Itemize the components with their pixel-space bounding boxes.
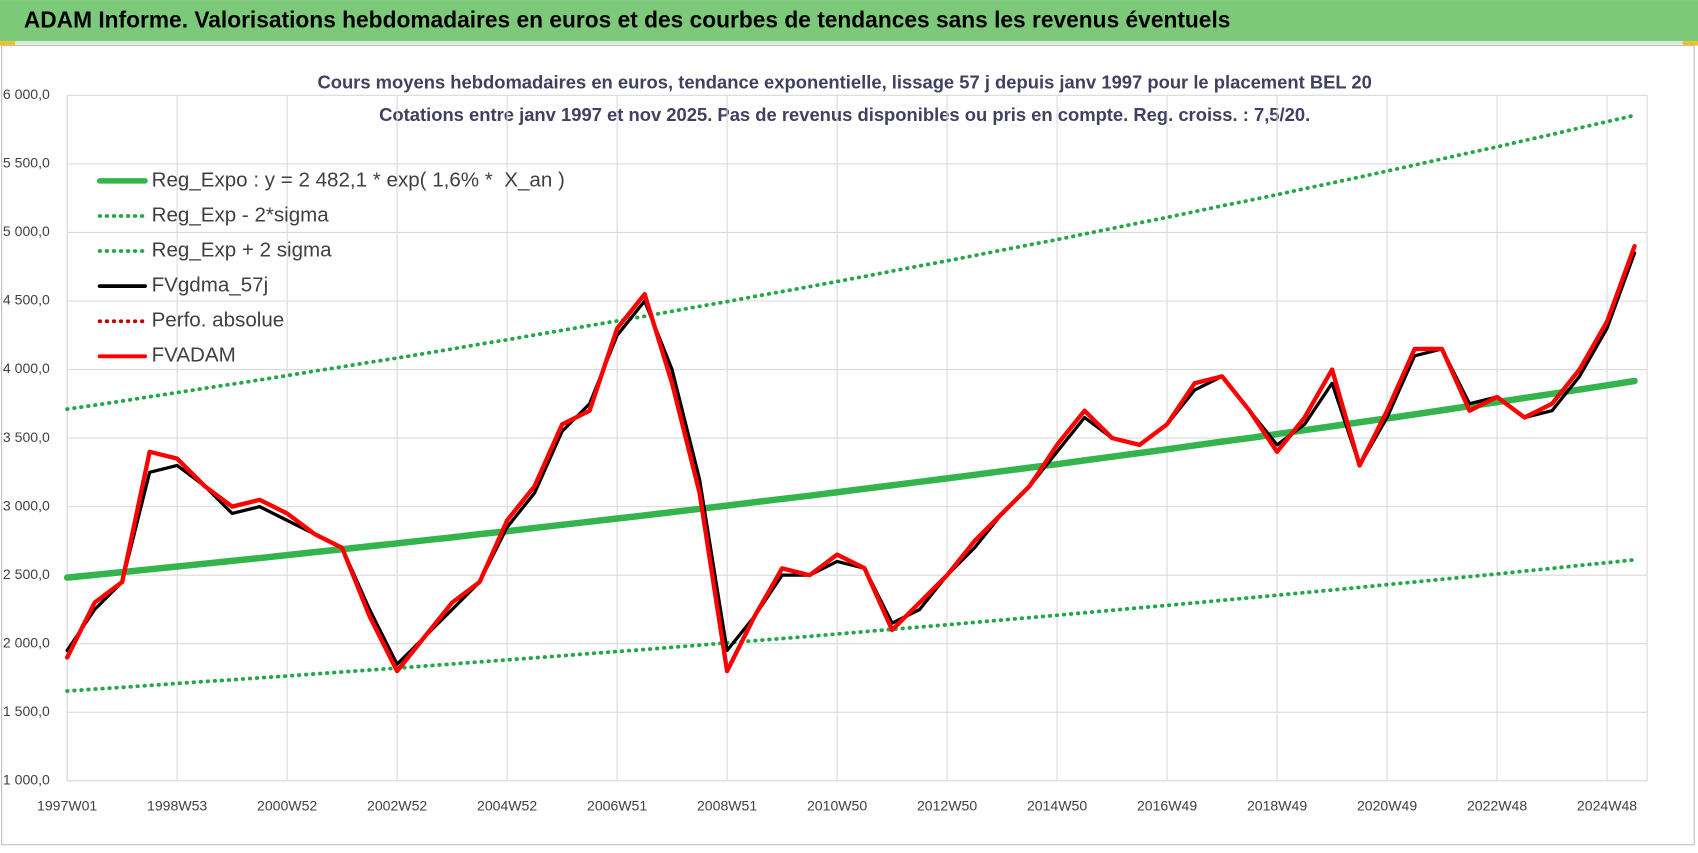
x-tick-label: 2012W50 [917, 798, 977, 814]
y-tick-label: 2 000,0 [3, 634, 50, 650]
x-tick-label: 1998W53 [147, 798, 207, 814]
x-tick-label: 2000W52 [257, 798, 317, 814]
corner-mark [0, 41, 16, 46]
y-tick-label: 5 000,0 [3, 223, 50, 239]
x-tick-label: 2022W48 [1467, 798, 1527, 814]
legend-label: Reg_Exp - 2*sigma [152, 203, 330, 226]
x-tick-label: 2004W52 [477, 798, 537, 814]
header-title: ADAM Informe. Valorisations hebdomadaire… [24, 7, 1231, 33]
series-line [65, 251, 1637, 666]
chart-title: Cours moyens hebdomadaires en euros, ten… [317, 71, 1371, 92]
y-tick-label: 1 000,0 [3, 772, 50, 788]
x-tick-label: 2024W48 [1577, 798, 1637, 814]
chart-frame [1, 44, 1695, 846]
y-tick-label: 4 500,0 [3, 292, 50, 308]
series-line [64, 244, 1637, 674]
y-tick-label: 1 500,0 [3, 703, 50, 719]
y-tick-label: 6 000,0 [3, 86, 50, 102]
x-tick-label: 2016W49 [1137, 798, 1197, 814]
legend-label: Perfo. absolue [152, 309, 285, 332]
y-tick-label: 3 000,0 [3, 497, 50, 513]
y-tick-label: 5 500,0 [3, 155, 50, 171]
legend-label: FVADAM [152, 344, 236, 367]
y-tick-label: 3 500,0 [3, 429, 50, 445]
legend-label: Reg_Expo : y = 2 482,1 * exp( 1,6% * X_a… [152, 168, 565, 191]
legend-label: Reg_Exp + 2 sigma [152, 238, 333, 261]
chart-subtitle: Cotations entre janv 1997 et nov 2025. P… [379, 104, 1310, 125]
x-tick-label: 2014W50 [1027, 798, 1087, 814]
series-line [65, 113, 1637, 412]
x-tick-label: 1997W01 [37, 798, 97, 814]
series-line [65, 557, 1637, 693]
header-rule [0, 41, 1698, 45]
x-tick-label: 2020W49 [1357, 798, 1417, 814]
x-tick-label: 2002W52 [367, 798, 427, 814]
x-tick-label: 2018W49 [1247, 798, 1307, 814]
header-bar [0, 0, 1698, 42]
x-tick-label: 2008W51 [697, 798, 757, 814]
y-tick-label: 4 000,0 [3, 360, 50, 376]
x-tick-label: 2010W50 [807, 798, 867, 814]
series-line [63, 377, 1638, 581]
legend-label: FVgdma_57j [152, 274, 269, 297]
corner-mark [1682, 41, 1698, 46]
x-tick-label: 2006W51 [587, 798, 647, 814]
y-tick-label: 2 500,0 [3, 566, 50, 582]
series-line [65, 244, 1637, 673]
